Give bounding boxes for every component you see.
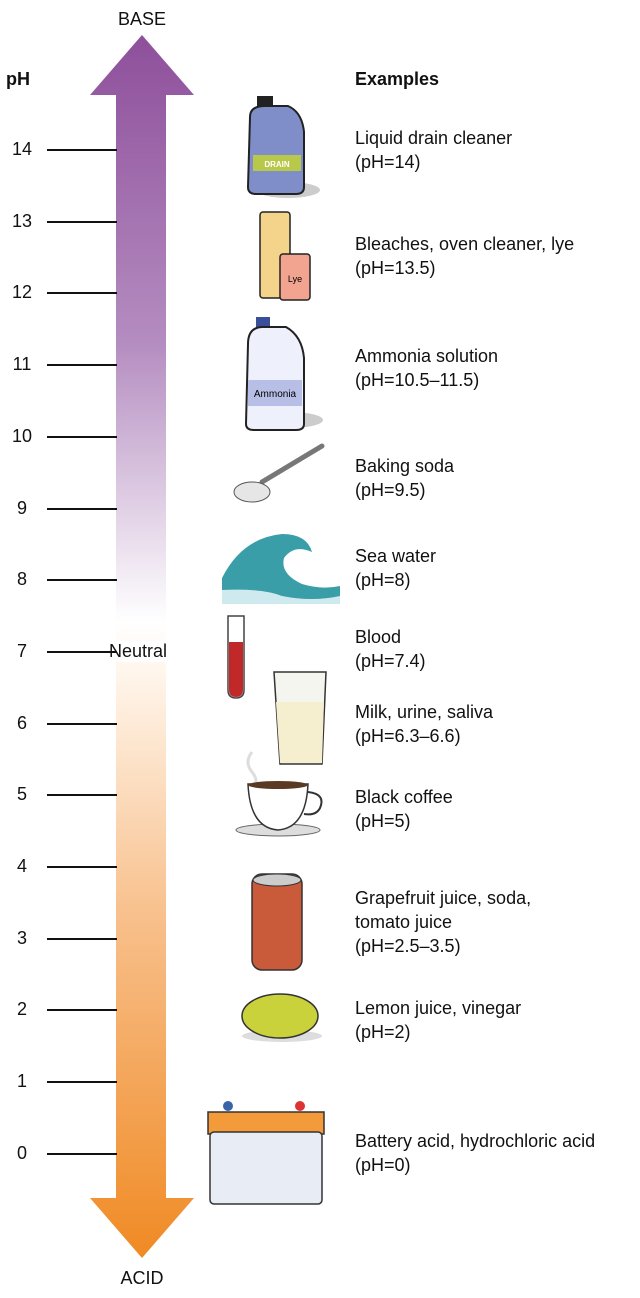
tick-mark — [47, 292, 117, 295]
tick-mark — [47, 794, 117, 797]
example-name: Milk, urine, saliva — [355, 702, 494, 722]
tick-label: 10 — [11, 425, 33, 446]
soda-can-icon — [251, 873, 303, 971]
lye-label-text: Lye — [288, 274, 302, 284]
tick-mark — [47, 579, 117, 582]
example-ph: (pH=7.4) — [355, 651, 426, 671]
tick-mark — [47, 435, 117, 438]
example-name: Grapefruit juice, soda, — [355, 888, 532, 908]
example-name: Black coffee — [355, 787, 453, 807]
example-item: Lemon juice, vinegar (pH=2) — [355, 996, 521, 1044]
tick-mark — [47, 149, 117, 151]
example-ph: (pH=14) — [355, 152, 421, 172]
example-ph: (pH=2.5–3.5) — [355, 936, 461, 956]
tick-label: 1 — [16, 1071, 27, 1092]
example-name: tomato juice — [355, 912, 453, 932]
example-name: Liquid drain cleaner — [355, 128, 513, 148]
tick-label: 4 — [16, 856, 27, 876]
acid-label: ACID — [120, 1268, 164, 1288]
example-ph: (pH=5) — [355, 811, 411, 831]
ammonia-label-text: Ammonia — [254, 389, 297, 400]
tick-mark — [47, 1152, 117, 1155]
example-ph: (pH=9.5) — [355, 480, 426, 500]
ammonia-jug-icon: Ammonia — [244, 317, 323, 431]
example-name: Ammonia solution — [355, 346, 499, 366]
tick-mark — [47, 1081, 117, 1084]
example-ph: (pH=6.3–6.6) — [355, 726, 461, 746]
tick-label: 13 — [11, 210, 33, 231]
tick-label: 7 — [16, 640, 27, 661]
tick-mark — [47, 866, 117, 868]
glass-milk-icon — [273, 671, 327, 765]
example-item: Bleaches, oven cleaner, lye (pH=13.5) — [355, 232, 574, 280]
drain-label-text: DRAIN — [264, 160, 290, 169]
tick-label: 11 — [12, 354, 32, 375]
test-tube-icon — [227, 615, 245, 699]
tick-mark — [47, 722, 117, 725]
example-name: Battery acid, hydrochloric acid — [355, 1131, 596, 1151]
example-ph: (pH=13.5) — [355, 258, 436, 278]
wave-icon — [222, 534, 340, 604]
example-ph: (pH=8) — [355, 570, 411, 590]
example-name: Sea water — [355, 546, 437, 566]
ph-axis-title: pH — [6, 69, 30, 89]
coffee-cup-icon — [235, 751, 323, 837]
tick-label: 12 — [11, 282, 33, 303]
tick-label: 6 — [16, 712, 27, 733]
tick-label: 5 — [16, 784, 27, 805]
example-item: Grapefruit juice, soda, tomato juice (pH=2… — [355, 886, 531, 958]
example-item: Black coffee (pH=5) — [355, 785, 453, 833]
example-item: Battery acid, hydrochloric acid (pH=0) — [355, 1129, 595, 1177]
tick-label: 2 — [16, 999, 27, 1020]
example-item: Liquid drain cleaner (pH=14) — [355, 126, 512, 174]
base-label: BASE — [117, 9, 167, 29]
tick-label: 14 — [11, 139, 33, 159]
battery-icon — [207, 1101, 325, 1205]
tick-mark — [47, 650, 117, 653]
example-item: Blood (pH=7.4) — [355, 625, 426, 673]
example-ph: (pH=0) — [355, 1155, 411, 1175]
tick-mark — [47, 364, 117, 367]
lemon-icon — [241, 993, 322, 1042]
example-name: Bleaches, oven cleaner, lye — [355, 234, 575, 254]
example-item: Sea water (pH=8) — [355, 544, 436, 592]
example-item: Ammonia solution (pH=10.5–11.5) — [355, 344, 498, 392]
example-ph: (pH=2) — [355, 1022, 411, 1042]
neutral-label: Neutral — [106, 641, 171, 662]
example-name: Baking soda — [355, 456, 455, 476]
tick-label: 8 — [16, 569, 27, 590]
tick-mark — [47, 220, 117, 223]
example-ph: (pH=10.5–11.5) — [355, 370, 480, 390]
bleach-lye-containers-icon: Lye — [259, 211, 311, 301]
tick-mark — [47, 507, 117, 510]
example-item: Milk, urine, saliva (pH=6.3–6.6) — [355, 700, 493, 748]
tick-mark — [47, 937, 117, 940]
tick-mark — [47, 1009, 117, 1012]
tick-label: 9 — [16, 497, 27, 518]
spoon-icon — [233, 443, 325, 503]
drain-cleaner-jug-icon: DRAIN — [246, 96, 320, 198]
example-name: Blood — [355, 627, 402, 647]
tick-label: 3 — [16, 927, 27, 948]
example-name: Lemon juice, vinegar — [355, 998, 522, 1018]
examples-header: Examples — [355, 69, 440, 89]
tick-label: 0 — [16, 1142, 27, 1163]
example-item: Baking soda (pH=9.5) — [355, 454, 454, 502]
